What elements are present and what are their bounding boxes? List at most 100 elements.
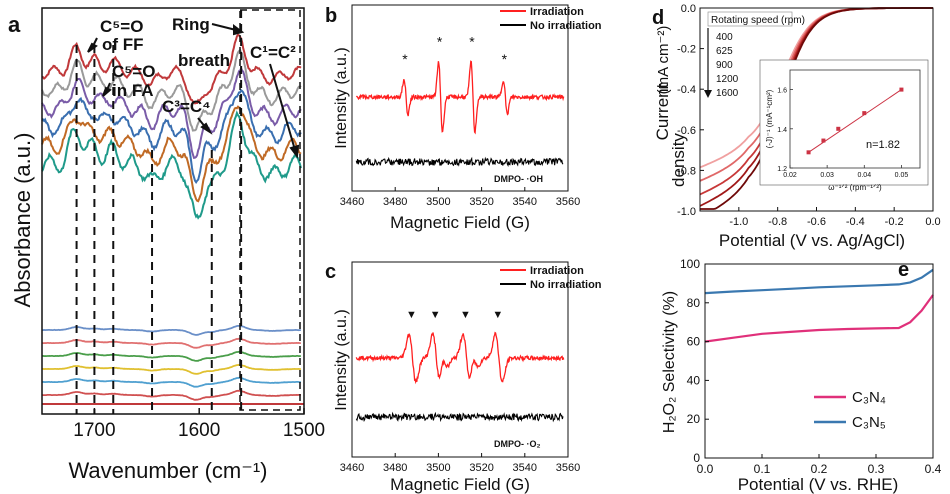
- epr-series-irradiation: [355, 60, 565, 135]
- xtick-label-e: 0.0: [697, 462, 714, 476]
- panel-letter-c: c: [325, 261, 336, 283]
- ytick-label-d: 0.0: [681, 3, 696, 15]
- annot-dmpo-oh: DMPO- ·OH: [494, 174, 543, 184]
- ylabel-d-3: (mA cm⁻²): [655, 26, 672, 95]
- annot-c5o-fa-1: C⁵=O: [112, 62, 155, 81]
- peak-marker-b-plot: *: [402, 51, 408, 67]
- peak-marker-c-plot: ▼: [460, 309, 471, 321]
- legend-title-d: Rotating speed (rpm): [711, 15, 805, 26]
- legend-title-box-d: [707, 11, 793, 27]
- legend-label-c3n4: C₃N₄: [852, 389, 886, 406]
- spectrum-upper-3: [41, 66, 302, 160]
- highlight-box-a: [239, 9, 301, 411]
- spectrum-lower-6: [41, 389, 301, 401]
- xtick-label-a: 1600: [178, 420, 220, 441]
- ylabel-c: Intensity (a.u.): [333, 309, 350, 410]
- inset-ylabel: (-J)⁻¹ (mA⁻¹cm²): [765, 89, 774, 148]
- ylabel-d-1: Current: [653, 83, 672, 140]
- legend-rpm-1600: 1600: [716, 88, 739, 99]
- epr-series-no-irradiation: [355, 411, 564, 423]
- spectrum-upper-1: [41, 33, 302, 105]
- annot-ring-1: Ring: [172, 15, 210, 34]
- xtick-label-e: 0.4: [925, 462, 942, 476]
- panel-letter-b: b: [325, 5, 337, 27]
- xtick-label-c-plot: 3520: [469, 462, 493, 474]
- peak-marker-b-plot: *: [469, 34, 475, 50]
- inset-data-point: [862, 111, 867, 116]
- inset-data-point: [821, 138, 826, 143]
- xtick-label-e: 0.1: [754, 462, 771, 476]
- inset-xtick-label: 0.05: [895, 172, 909, 179]
- spectrum-lower-3: [41, 350, 301, 362]
- legend-arrow-head-d: [704, 90, 712, 98]
- xtick-label-d: 0.0: [925, 216, 940, 228]
- peak-marker-c-plot: ▼: [406, 309, 417, 321]
- xtick-label-d: -0.4: [846, 216, 865, 228]
- xlabel-a: Wavenumber (cm⁻¹): [68, 458, 267, 483]
- spectrum-lower-5: [41, 376, 301, 388]
- xlabel-b: Magnetic Field (G): [390, 213, 530, 232]
- inset-xlabel: ω⁻¹ᐟ² (rpm⁻¹ᐟ²): [828, 183, 882, 192]
- xlabel-c: Magnetic Field (G): [390, 475, 530, 494]
- xtick-label-c-plot: 3560: [556, 462, 580, 474]
- inset-data-point: [806, 150, 811, 155]
- panel-a: a 1700 1600 1500 Absorbance (a.u.) Wavenum…: [8, 7, 325, 483]
- ytick-label-e: 80: [687, 296, 701, 310]
- annot-c5o-fa-2: in FA: [112, 81, 154, 100]
- axes-frame-a: [41, 7, 305, 415]
- legend-rpm-400: 400: [716, 32, 733, 43]
- ytick-label-d: -0.2: [677, 44, 696, 56]
- xtick-label-e: 0.2: [811, 462, 828, 476]
- inset-axes-frame: [789, 69, 921, 169]
- panel-letter-e: e: [898, 259, 909, 281]
- legend-label-b-irr: Irradiation: [530, 6, 584, 18]
- legend-label-c-irr: Irradiation: [530, 265, 584, 277]
- peak-marker-c-plot: ▼: [430, 309, 441, 321]
- xtick-label-b-plot: 3460: [340, 196, 364, 208]
- legend-label-c3n5: C₃N₅: [852, 414, 886, 431]
- axes-frame-b: [351, 4, 569, 192]
- inset-ytick-label: 1.4: [777, 127, 787, 134]
- panel-e: e 0.0 0.1 0.2 0.3 0.4 0 20 40 60 80 100 H₂O₂ Selec…: [661, 257, 942, 494]
- inset-n-label: n=1.82: [866, 139, 900, 151]
- ylabel-d-2: density: [669, 133, 688, 187]
- spectrum-lower-2: [41, 337, 301, 349]
- xtick-label-c-plot: 3540: [513, 462, 537, 474]
- inset-data-point: [899, 87, 904, 92]
- xlabel-d: Potential (V vs. Ag/AgCl): [719, 231, 905, 250]
- epr-series-irradiation: [355, 331, 565, 385]
- legend-label-c-noirr: No irradiation: [530, 279, 602, 291]
- xtick-label-b-plot: 3560: [556, 196, 580, 208]
- ytick-label-e: 100: [680, 257, 700, 271]
- ylabel-b: Intensity (a.u.): [333, 47, 350, 148]
- inset-xtick-label: 0.04: [857, 172, 871, 179]
- xlabel-e: Potential (V vs. RHE): [738, 475, 899, 494]
- legend-rpm-625: 625: [716, 46, 733, 57]
- peak-marker-b-plot: *: [502, 51, 508, 67]
- panel-c: c ▼ ▼ ▼ ▼ 3460 3480 3500 3520 3540 3560 Intensit…: [325, 261, 602, 494]
- annot-c5o-ff-1: C⁵=O: [100, 17, 143, 36]
- legend-label-b-noirr: No irradiation: [530, 20, 602, 32]
- ytick-label-e: 0: [693, 451, 700, 465]
- ytick-label-d: -0.6: [677, 125, 696, 137]
- ytick-label-e: 60: [687, 335, 701, 349]
- epr-series-no-irradiation: [355, 156, 564, 167]
- xtick-label-b-plot: 3520: [469, 196, 493, 208]
- annot-c5o-ff-2: of FF: [102, 35, 144, 54]
- axes-frame-e: [704, 263, 934, 459]
- ytick-label-e: 40: [687, 373, 701, 387]
- ylabel-a: Absorbance (a.u.): [10, 133, 35, 308]
- xtick-label-d: -1.0: [729, 216, 748, 228]
- annot-ring-2: breath: [178, 51, 230, 70]
- peak-marker-c-plot: ▼: [492, 309, 503, 321]
- annot-c3c4: C³=C⁴: [162, 97, 211, 116]
- xtick-label-d: -0.2: [885, 216, 904, 228]
- spectrum-upper-6: [41, 110, 302, 220]
- xtick-label-b-plot: 3480: [383, 196, 407, 208]
- xtick-label-e: 0.3: [868, 462, 885, 476]
- ytick-label-d: -0.8: [677, 165, 696, 177]
- panel-b: b * * * * 3460 3480 3500 3520 3540 3560 Intensit…: [325, 4, 602, 232]
- legend-rpm-1200: 1200: [716, 74, 739, 85]
- xtick-label-b-plot: 3500: [426, 196, 450, 208]
